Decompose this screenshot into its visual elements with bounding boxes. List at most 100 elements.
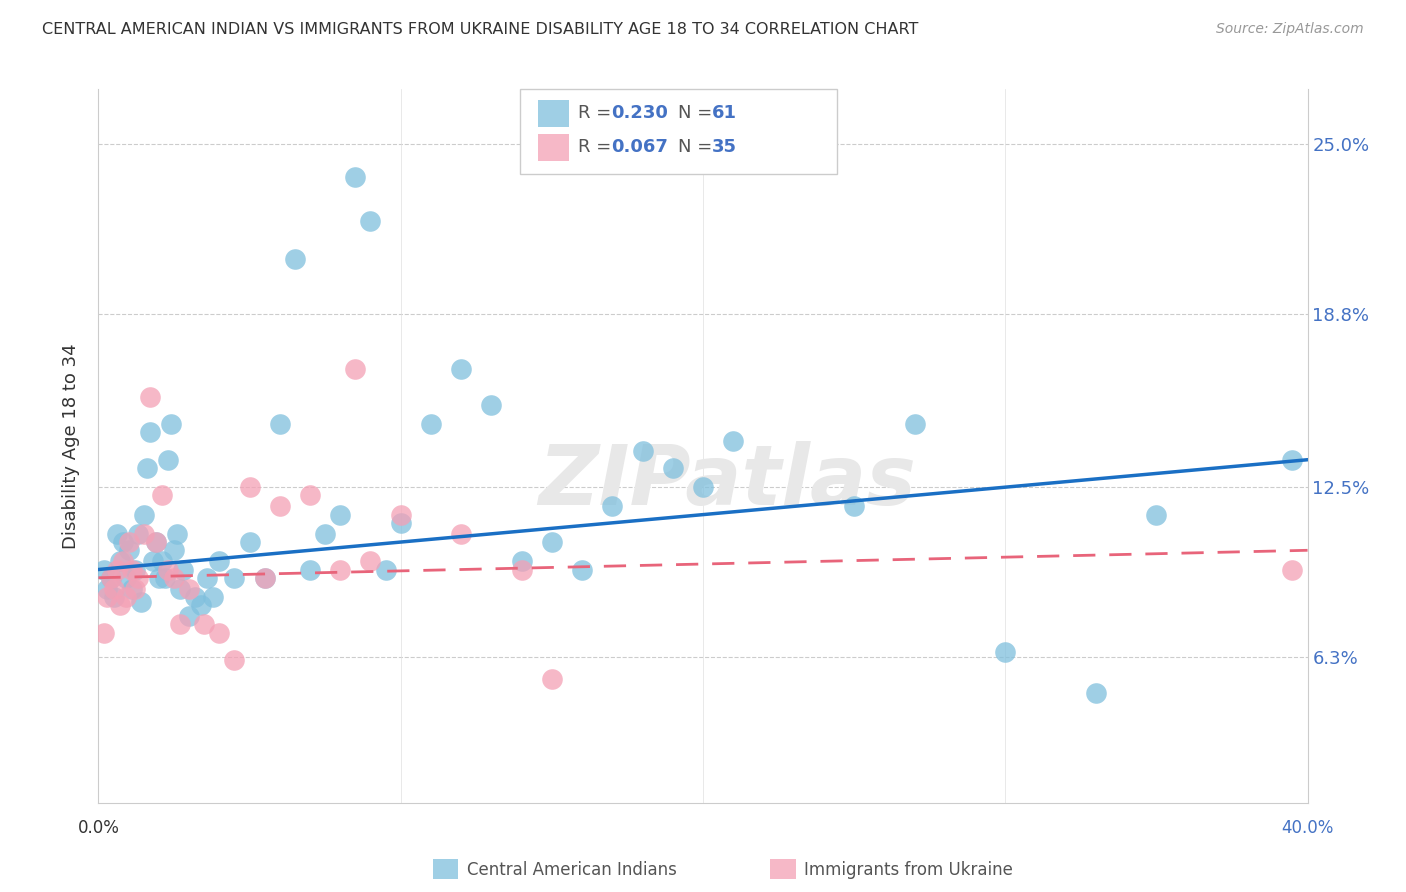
Point (360, 214, 382, 228)
Point (692, 480, 714, 494)
Point (127, 526, 149, 541)
Point (224, 571, 246, 585)
Point (111, 535, 134, 549)
Point (208, 625, 231, 640)
Point (163, 571, 186, 585)
Text: N =: N = (678, 104, 717, 122)
Point (450, 526, 472, 541)
Text: 35: 35 (711, 138, 737, 156)
Point (96, 590, 118, 604)
Point (169, 617, 191, 632)
Point (571, 562, 593, 576)
Point (662, 461, 685, 475)
Point (190, 598, 212, 612)
Point (100, 571, 122, 585)
Point (93, 562, 115, 576)
Point (135, 461, 157, 475)
Point (156, 452, 179, 467)
Point (105, 562, 128, 576)
Point (723, 434, 745, 448)
Point (127, 571, 149, 585)
Point (195, 571, 218, 585)
Point (1281, 562, 1303, 576)
Point (420, 417, 443, 431)
Point (145, 535, 167, 549)
Point (844, 500, 866, 514)
Point (121, 562, 143, 576)
Point (163, 543, 186, 558)
Point (166, 526, 188, 541)
Text: ZIPatlas: ZIPatlas (538, 442, 917, 522)
Point (208, 554, 231, 568)
Point (179, 609, 201, 624)
Point (224, 653, 246, 667)
Point (184, 590, 207, 604)
Text: 40.0%: 40.0% (1281, 819, 1334, 837)
Point (269, 417, 291, 431)
Point (360, 554, 382, 568)
Point (329, 562, 352, 576)
Point (269, 500, 291, 514)
Point (124, 582, 146, 596)
Point (510, 562, 533, 576)
Point (114, 590, 136, 604)
Point (202, 590, 225, 604)
Point (344, 362, 367, 376)
Point (1085, 686, 1108, 700)
Point (1146, 508, 1168, 522)
Point (132, 508, 155, 522)
Text: 0.067: 0.067 (612, 138, 668, 156)
Point (994, 645, 1017, 659)
Point (148, 571, 170, 585)
Point (118, 543, 141, 558)
Text: Central American Indians: Central American Indians (467, 861, 676, 879)
Point (100, 571, 122, 585)
Point (114, 571, 136, 585)
Point (329, 508, 352, 522)
Text: Immigrants from Ukraine: Immigrants from Ukraine (804, 861, 1014, 879)
Point (118, 535, 141, 549)
Point (129, 595, 152, 609)
Text: R =: R = (578, 138, 617, 156)
Point (389, 508, 412, 522)
Point (253, 571, 276, 585)
Point (150, 488, 173, 502)
Point (481, 398, 503, 412)
Text: R =: R = (578, 104, 617, 122)
Point (142, 554, 165, 568)
Point (389, 516, 412, 530)
Point (169, 582, 191, 596)
Text: CENTRAL AMERICAN INDIAN VS IMMIGRANTS FROM UKRAINE DISABILITY AGE 18 TO 34 CORRE: CENTRAL AMERICAN INDIAN VS IMMIGRANTS FR… (42, 22, 918, 37)
Point (284, 252, 307, 267)
Point (93, 625, 115, 640)
Point (124, 562, 146, 576)
Point (1281, 452, 1303, 467)
Point (602, 500, 624, 514)
Point (314, 526, 336, 541)
Point (239, 480, 262, 494)
Point (150, 554, 173, 568)
Point (172, 562, 194, 576)
Point (108, 554, 131, 568)
Point (374, 562, 396, 576)
Point (108, 598, 131, 612)
Point (904, 417, 927, 431)
Point (344, 169, 367, 184)
Point (139, 425, 162, 440)
Point (299, 562, 322, 576)
Point (111, 554, 134, 568)
Point (139, 390, 162, 404)
Text: 61: 61 (711, 104, 737, 122)
Point (541, 673, 564, 687)
Point (253, 571, 276, 585)
Point (103, 590, 125, 604)
Point (96, 582, 118, 596)
Point (631, 444, 654, 458)
Point (193, 617, 215, 632)
Point (510, 554, 533, 568)
Point (153, 571, 176, 585)
Text: Source: ZipAtlas.com: Source: ZipAtlas.com (1216, 22, 1364, 37)
Point (145, 535, 167, 549)
Y-axis label: Disability Age 18 to 34: Disability Age 18 to 34 (62, 343, 80, 549)
Point (105, 526, 128, 541)
